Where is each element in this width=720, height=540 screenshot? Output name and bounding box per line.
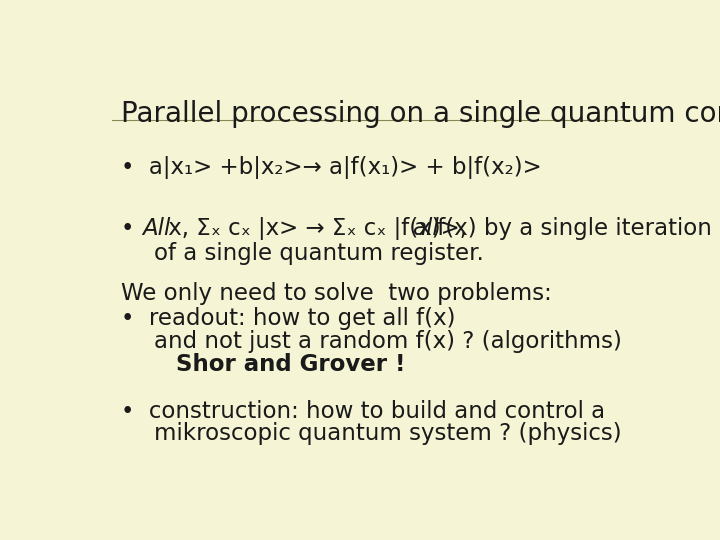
Text: •  a|x₁> +b|x₂>→ a|f(x₁)> + b|f(x₂)>: • a|x₁> +b|x₂>→ a|f(x₁)> + b|f(x₂)>	[121, 156, 541, 179]
Text: Parallel processing on a single quantum computer: Parallel processing on a single quantum …	[121, 100, 720, 128]
Text: •  readout: how to get all f(x): • readout: how to get all f(x)	[121, 307, 455, 330]
Text: x, Σₓ cₓ |x> → Σₓ cₓ |f(x)>,: x, Σₓ cₓ |x> → Σₓ cₓ |f(x)>,	[161, 217, 474, 240]
Text: f(x) by a single iteration: f(x) by a single iteration	[431, 217, 712, 240]
Text: of a single quantum register.: of a single quantum register.	[154, 242, 484, 265]
Text: •: •	[121, 217, 148, 240]
Text: all: all	[412, 217, 438, 240]
Text: We only need to solve  two problems:: We only need to solve two problems:	[121, 282, 552, 305]
Text: mikroscopic quantum system ? (physics): mikroscopic quantum system ? (physics)	[154, 422, 622, 446]
Text: and not just a random f(x) ? (algorithms): and not just a random f(x) ? (algorithms…	[154, 329, 622, 353]
Text: Shor and Grover !: Shor and Grover !	[176, 353, 406, 375]
Text: •  construction: how to build and control a: • construction: how to build and control…	[121, 400, 605, 422]
Text: All: All	[142, 217, 170, 240]
